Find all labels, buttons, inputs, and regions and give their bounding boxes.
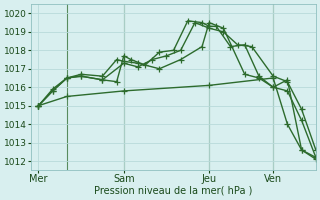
X-axis label: Pression niveau de la mer( hPa ): Pression niveau de la mer( hPa ) (94, 186, 253, 196)
